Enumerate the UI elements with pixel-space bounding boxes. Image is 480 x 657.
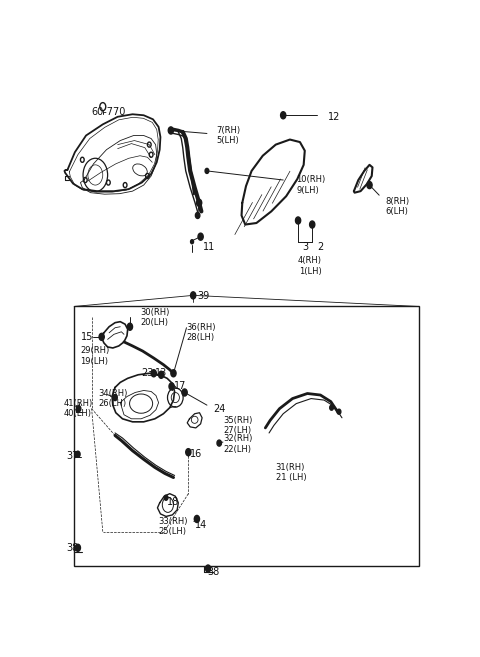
Circle shape <box>151 370 156 377</box>
Circle shape <box>113 394 117 401</box>
Circle shape <box>217 440 221 446</box>
Circle shape <box>164 495 168 500</box>
Text: 38: 38 <box>207 567 219 577</box>
Bar <box>74 306 419 566</box>
Text: 29(RH)
19(LH): 29(RH) 19(LH) <box>81 346 110 366</box>
Circle shape <box>205 168 209 173</box>
Text: 33(RH)
25(LH): 33(RH) 25(LH) <box>158 517 188 536</box>
Circle shape <box>158 371 164 378</box>
Text: 37: 37 <box>67 451 79 461</box>
Text: 31(RH)
21 (LH): 31(RH) 21 (LH) <box>276 463 306 482</box>
Circle shape <box>281 112 286 119</box>
Circle shape <box>186 449 191 456</box>
Circle shape <box>194 516 200 522</box>
Circle shape <box>76 405 81 412</box>
Text: 14: 14 <box>195 520 207 530</box>
Circle shape <box>169 383 174 390</box>
Text: 17: 17 <box>173 381 186 391</box>
Text: 38: 38 <box>67 543 79 553</box>
Text: 7(RH)
5(LH): 7(RH) 5(LH) <box>216 125 240 145</box>
Text: 23: 23 <box>141 369 154 378</box>
Circle shape <box>171 370 176 377</box>
Circle shape <box>99 333 104 340</box>
Text: 39: 39 <box>197 291 209 302</box>
Text: 34(RH)
26(LH): 34(RH) 26(LH) <box>98 389 128 408</box>
Text: 15: 15 <box>81 332 93 342</box>
Circle shape <box>76 451 80 457</box>
Circle shape <box>191 292 196 299</box>
Text: 30(RH)
20(LH): 30(RH) 20(LH) <box>140 308 169 327</box>
Text: 2: 2 <box>317 242 324 252</box>
Text: 12: 12 <box>328 112 340 122</box>
Circle shape <box>191 240 193 244</box>
Text: 11: 11 <box>203 242 216 252</box>
Circle shape <box>195 212 200 219</box>
Circle shape <box>168 127 173 134</box>
Circle shape <box>198 233 203 240</box>
Text: 35(RH)
27(LH): 35(RH) 27(LH) <box>224 416 253 435</box>
Text: 24: 24 <box>214 403 226 414</box>
Circle shape <box>127 323 132 330</box>
Circle shape <box>182 389 187 396</box>
Text: 8(RH)
6(LH): 8(RH) 6(LH) <box>385 196 409 216</box>
Text: 16: 16 <box>190 449 202 459</box>
Text: 60-770: 60-770 <box>91 106 126 117</box>
Circle shape <box>75 544 81 551</box>
Text: 41(RH)
40(LH): 41(RH) 40(LH) <box>64 399 93 419</box>
Text: 18: 18 <box>167 497 180 507</box>
Text: 13: 13 <box>155 369 167 378</box>
Text: 3: 3 <box>302 242 309 252</box>
Circle shape <box>296 217 300 224</box>
Circle shape <box>337 409 341 415</box>
Circle shape <box>310 221 315 228</box>
Circle shape <box>367 181 372 189</box>
Circle shape <box>196 199 202 206</box>
Text: 36(RH)
28(LH): 36(RH) 28(LH) <box>186 323 216 342</box>
Circle shape <box>330 405 334 410</box>
Text: 10(RH)
9(LH): 10(RH) 9(LH) <box>296 175 325 194</box>
Circle shape <box>205 565 211 572</box>
Text: 4(RH)
1(LH): 4(RH) 1(LH) <box>298 256 322 276</box>
Text: 32(RH)
22(LH): 32(RH) 22(LH) <box>224 434 253 454</box>
